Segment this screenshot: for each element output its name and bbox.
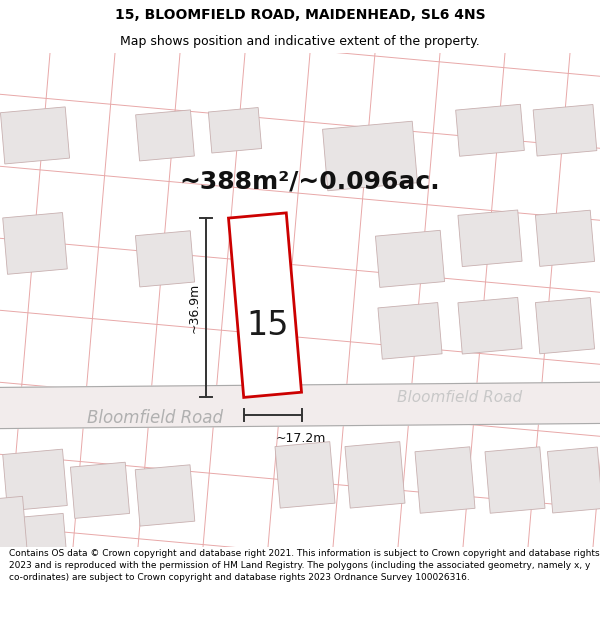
FancyBboxPatch shape — [135, 465, 195, 526]
FancyBboxPatch shape — [535, 210, 595, 266]
Polygon shape — [0, 382, 600, 429]
Text: Bloomfield Road: Bloomfield Road — [397, 390, 523, 405]
FancyBboxPatch shape — [458, 210, 522, 267]
Text: ~36.9m: ~36.9m — [188, 282, 201, 333]
FancyBboxPatch shape — [275, 442, 335, 508]
Text: ~17.2m: ~17.2m — [275, 432, 326, 444]
FancyBboxPatch shape — [415, 447, 475, 513]
FancyBboxPatch shape — [1, 107, 70, 164]
FancyBboxPatch shape — [455, 104, 524, 156]
FancyBboxPatch shape — [0, 496, 28, 556]
FancyBboxPatch shape — [535, 298, 595, 354]
Text: 15, BLOOMFIELD ROAD, MAIDENHEAD, SL6 4NS: 15, BLOOMFIELD ROAD, MAIDENHEAD, SL6 4NS — [115, 8, 485, 22]
FancyBboxPatch shape — [345, 442, 405, 508]
Polygon shape — [229, 213, 302, 398]
Text: Map shows position and indicative extent of the property.: Map shows position and indicative extent… — [120, 35, 480, 48]
FancyBboxPatch shape — [547, 447, 600, 513]
FancyBboxPatch shape — [136, 231, 194, 287]
Text: ~388m²/~0.096ac.: ~388m²/~0.096ac. — [179, 170, 440, 194]
FancyBboxPatch shape — [208, 107, 262, 153]
FancyBboxPatch shape — [533, 104, 597, 156]
FancyBboxPatch shape — [4, 513, 67, 560]
FancyBboxPatch shape — [70, 462, 130, 518]
FancyBboxPatch shape — [376, 231, 445, 288]
FancyBboxPatch shape — [458, 298, 522, 354]
FancyBboxPatch shape — [3, 449, 67, 511]
Text: Bloomfield Road: Bloomfield Road — [87, 409, 223, 428]
FancyBboxPatch shape — [323, 121, 418, 191]
Text: 15: 15 — [247, 309, 289, 342]
FancyBboxPatch shape — [136, 110, 194, 161]
FancyBboxPatch shape — [485, 447, 545, 513]
Text: Contains OS data © Crown copyright and database right 2021. This information is : Contains OS data © Crown copyright and d… — [9, 549, 599, 582]
FancyBboxPatch shape — [3, 213, 67, 274]
FancyBboxPatch shape — [378, 302, 442, 359]
